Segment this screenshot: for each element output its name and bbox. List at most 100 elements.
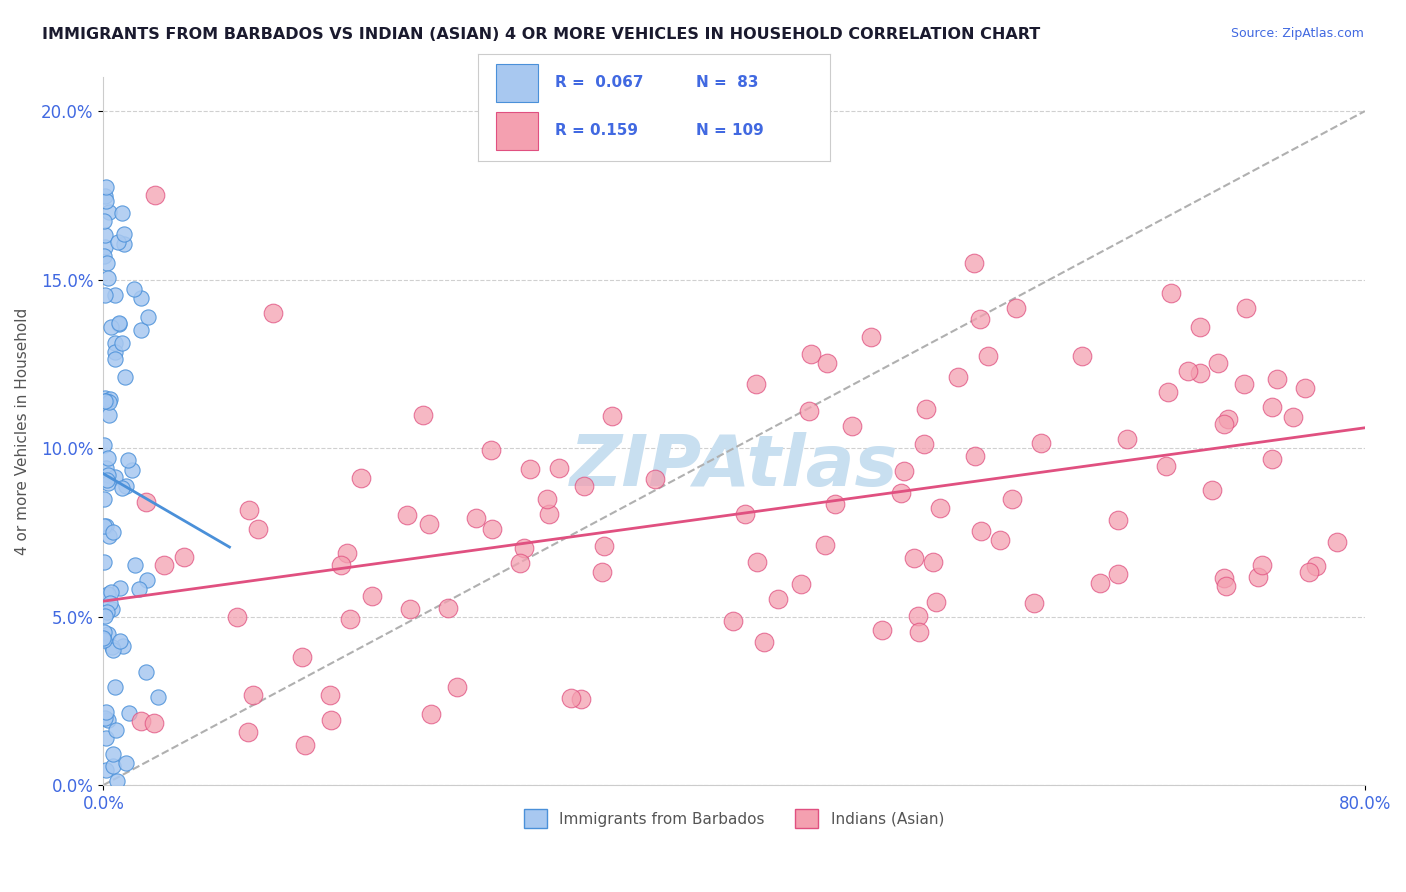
Point: [600, 409, 623, 424]
Point: [412, 409, 434, 423]
Point: [96, 461, 118, 475]
Point: [93, 632, 115, 647]
Point: [173, 549, 195, 564]
Point: [481, 522, 503, 536]
Point: [1154, 458, 1177, 473]
Point: [644, 472, 666, 486]
Point: [236, 725, 259, 739]
Point: [1294, 380, 1316, 394]
Point: [107, 235, 129, 249]
Point: [560, 690, 582, 705]
Point: [94, 194, 117, 209]
Point: [135, 495, 157, 509]
Point: [841, 419, 863, 434]
Point: [103, 643, 125, 657]
Legend: Immigrants from Barbados, Indians (Asian): Immigrants from Barbados, Indians (Asian…: [517, 803, 950, 834]
Point: [969, 311, 991, 326]
Point: [925, 594, 948, 608]
Text: N =  83: N = 83: [696, 75, 758, 90]
Point: [104, 723, 127, 738]
Point: [1001, 492, 1024, 507]
Point: [815, 356, 838, 370]
Point: [1298, 565, 1320, 579]
Point: [242, 688, 264, 702]
Point: [112, 227, 135, 242]
Point: [907, 608, 929, 623]
Point: [977, 349, 1000, 363]
Point: [915, 402, 938, 417]
Point: [1116, 432, 1139, 446]
Point: [350, 470, 373, 484]
Point: [100, 585, 122, 599]
Point: [519, 462, 541, 476]
Point: [479, 443, 502, 458]
Point: [122, 282, 145, 296]
Point: [1201, 483, 1223, 497]
Point: [93, 437, 115, 451]
Point: [131, 323, 153, 337]
Point: [800, 347, 823, 361]
Point: [1108, 566, 1130, 581]
Point: [111, 481, 134, 495]
Point: [112, 236, 135, 251]
Point: [294, 738, 316, 752]
Point: [593, 539, 616, 553]
Point: [101, 524, 124, 539]
Point: [104, 288, 127, 302]
Point: [94, 763, 117, 777]
Point: [446, 680, 468, 694]
Point: [929, 500, 952, 515]
Point: [124, 558, 146, 572]
Point: [136, 310, 159, 325]
Point: [790, 577, 813, 591]
Point: [1088, 576, 1111, 591]
Point: [1261, 401, 1284, 415]
Point: [513, 541, 536, 555]
Point: [94, 393, 117, 408]
Point: [420, 707, 443, 722]
Point: [118, 706, 141, 720]
Point: [321, 714, 343, 728]
Point: [754, 634, 776, 648]
Point: [97, 271, 120, 285]
Point: [104, 335, 127, 350]
Point: [946, 370, 969, 384]
Point: [97, 409, 120, 423]
Point: [907, 624, 929, 639]
Point: [98, 529, 121, 543]
Point: [142, 715, 165, 730]
Point: [464, 511, 486, 525]
Point: [111, 336, 134, 351]
Point: [860, 330, 883, 344]
Point: [93, 188, 115, 202]
Point: [108, 634, 131, 648]
Point: [824, 497, 846, 511]
Point: [1282, 409, 1305, 424]
Point: [101, 759, 124, 773]
Point: [135, 665, 157, 679]
Point: [104, 469, 127, 483]
Point: [97, 627, 120, 641]
Point: [970, 524, 993, 538]
Point: [262, 306, 284, 320]
Point: [117, 453, 139, 467]
Point: [870, 623, 893, 637]
Point: [1215, 579, 1237, 593]
Point: [143, 188, 166, 202]
Point: [226, 610, 249, 624]
Point: [153, 558, 176, 572]
Point: [766, 592, 789, 607]
Point: [111, 206, 134, 220]
Point: [93, 555, 115, 569]
Point: [93, 214, 115, 228]
Point: [94, 180, 117, 194]
Point: [569, 692, 592, 706]
Point: [1234, 301, 1257, 315]
Text: N = 109: N = 109: [696, 123, 763, 138]
Point: [104, 681, 127, 695]
Point: [922, 555, 945, 569]
Point: [94, 706, 117, 720]
Point: [509, 556, 531, 570]
Bar: [496, 64, 537, 102]
Point: [94, 393, 117, 408]
